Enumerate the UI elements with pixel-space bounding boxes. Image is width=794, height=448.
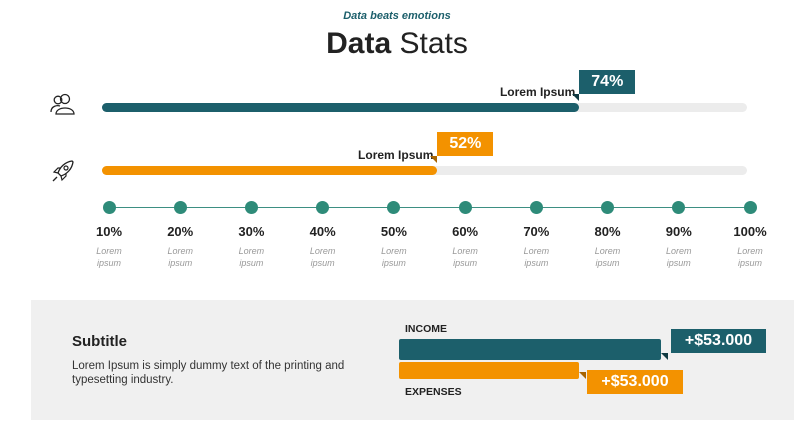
scale-dot	[316, 201, 330, 214]
scale-dot	[102, 201, 116, 214]
expenses-bar	[399, 362, 579, 379]
page-title: Data Stats	[0, 27, 794, 61]
scale-tick-sub1: Lorem	[238, 246, 265, 256]
scale-tick-sub2: ipsum	[381, 258, 406, 268]
scale-tick-sub1: Lorem	[523, 246, 550, 256]
scale-tick-sub2: ipsum	[666, 258, 691, 268]
scale-tick-label: 30%	[238, 224, 265, 239]
scale-tick-sub2: ipsum	[96, 258, 121, 268]
income-pointer	[661, 353, 668, 360]
subtitle: Subtitle	[72, 333, 127, 350]
bar-label-1: Lorem Ipsum	[499, 85, 576, 99]
percent-badge-2: 52%	[437, 132, 494, 156]
expenses-value: +$53.000	[587, 370, 683, 394]
scale-tick-label: 80%	[594, 224, 621, 239]
expenses-label: EXPENSES	[405, 386, 462, 398]
scale-tick-sub1: Lorem	[666, 246, 692, 256]
scale-tick-sub1: Lorem	[309, 246, 336, 256]
scale-dot	[529, 201, 543, 214]
title-rest: Stats	[391, 27, 468, 60]
scale-tick-sub2: ipsum	[239, 258, 264, 268]
scale-dot	[743, 201, 757, 214]
scale-dot	[458, 201, 472, 214]
scale-dot	[601, 201, 615, 214]
scale-tick-label: 40%	[309, 224, 336, 239]
scale-tick-sub1: Lorem	[452, 246, 478, 256]
scale-tick-sub1: Lorem	[96, 246, 122, 256]
bar-label-2: Lorem Ipsum	[358, 148, 434, 162]
scale-dot	[387, 201, 401, 214]
scale-tick-sub1: Lorem	[737, 246, 763, 256]
scale-tick-sub2: ipsum	[524, 258, 549, 268]
scale-dot	[672, 201, 686, 214]
bar-fill-2	[102, 166, 438, 175]
scale-dot	[173, 201, 187, 214]
scale-tick-sub1: Lorem	[381, 246, 407, 256]
scale-tick-sub2: ipsum	[595, 258, 620, 268]
income-label: INCOME	[405, 323, 447, 335]
description: Lorem Ipsum is simply dummy text of the …	[72, 360, 345, 386]
scale-tick-sub2: ipsum	[168, 258, 193, 268]
badge-pointer-2	[430, 156, 438, 163]
title-bold: Data	[326, 27, 392, 60]
badge-pointer-1	[572, 94, 580, 101]
scale-tick-label: 90%	[665, 224, 692, 239]
rocket-icon	[52, 160, 74, 182]
scale-tick-label: 70%	[523, 224, 550, 239]
scale-tick-label: 50%	[380, 224, 407, 239]
summary-panel	[31, 300, 794, 420]
scale-tick-label: 100%	[733, 224, 767, 239]
bar-fill-1	[102, 103, 580, 112]
income-bar	[399, 339, 661, 360]
users-icon	[50, 93, 75, 115]
scale-tick-label: 10%	[95, 224, 123, 239]
tagline: Data beats emotions	[343, 10, 451, 22]
scale-tick-sub1: Lorem	[594, 246, 621, 256]
scale-tick-sub2: ipsum	[453, 258, 478, 268]
percent-badge-1: 74%	[579, 70, 636, 94]
scale-line	[109, 207, 750, 208]
scale-tick-label: 20%	[167, 224, 194, 239]
income-value: +$53.000	[671, 329, 766, 353]
scale-tick-sub2: ipsum	[310, 258, 335, 268]
scale-dot	[244, 201, 258, 214]
scale-tick-sub1: Lorem	[167, 246, 193, 256]
expenses-pointer	[579, 372, 586, 379]
scale-tick-sub2: ipsum	[737, 258, 762, 268]
scale-tick-label: 60%	[452, 224, 479, 239]
